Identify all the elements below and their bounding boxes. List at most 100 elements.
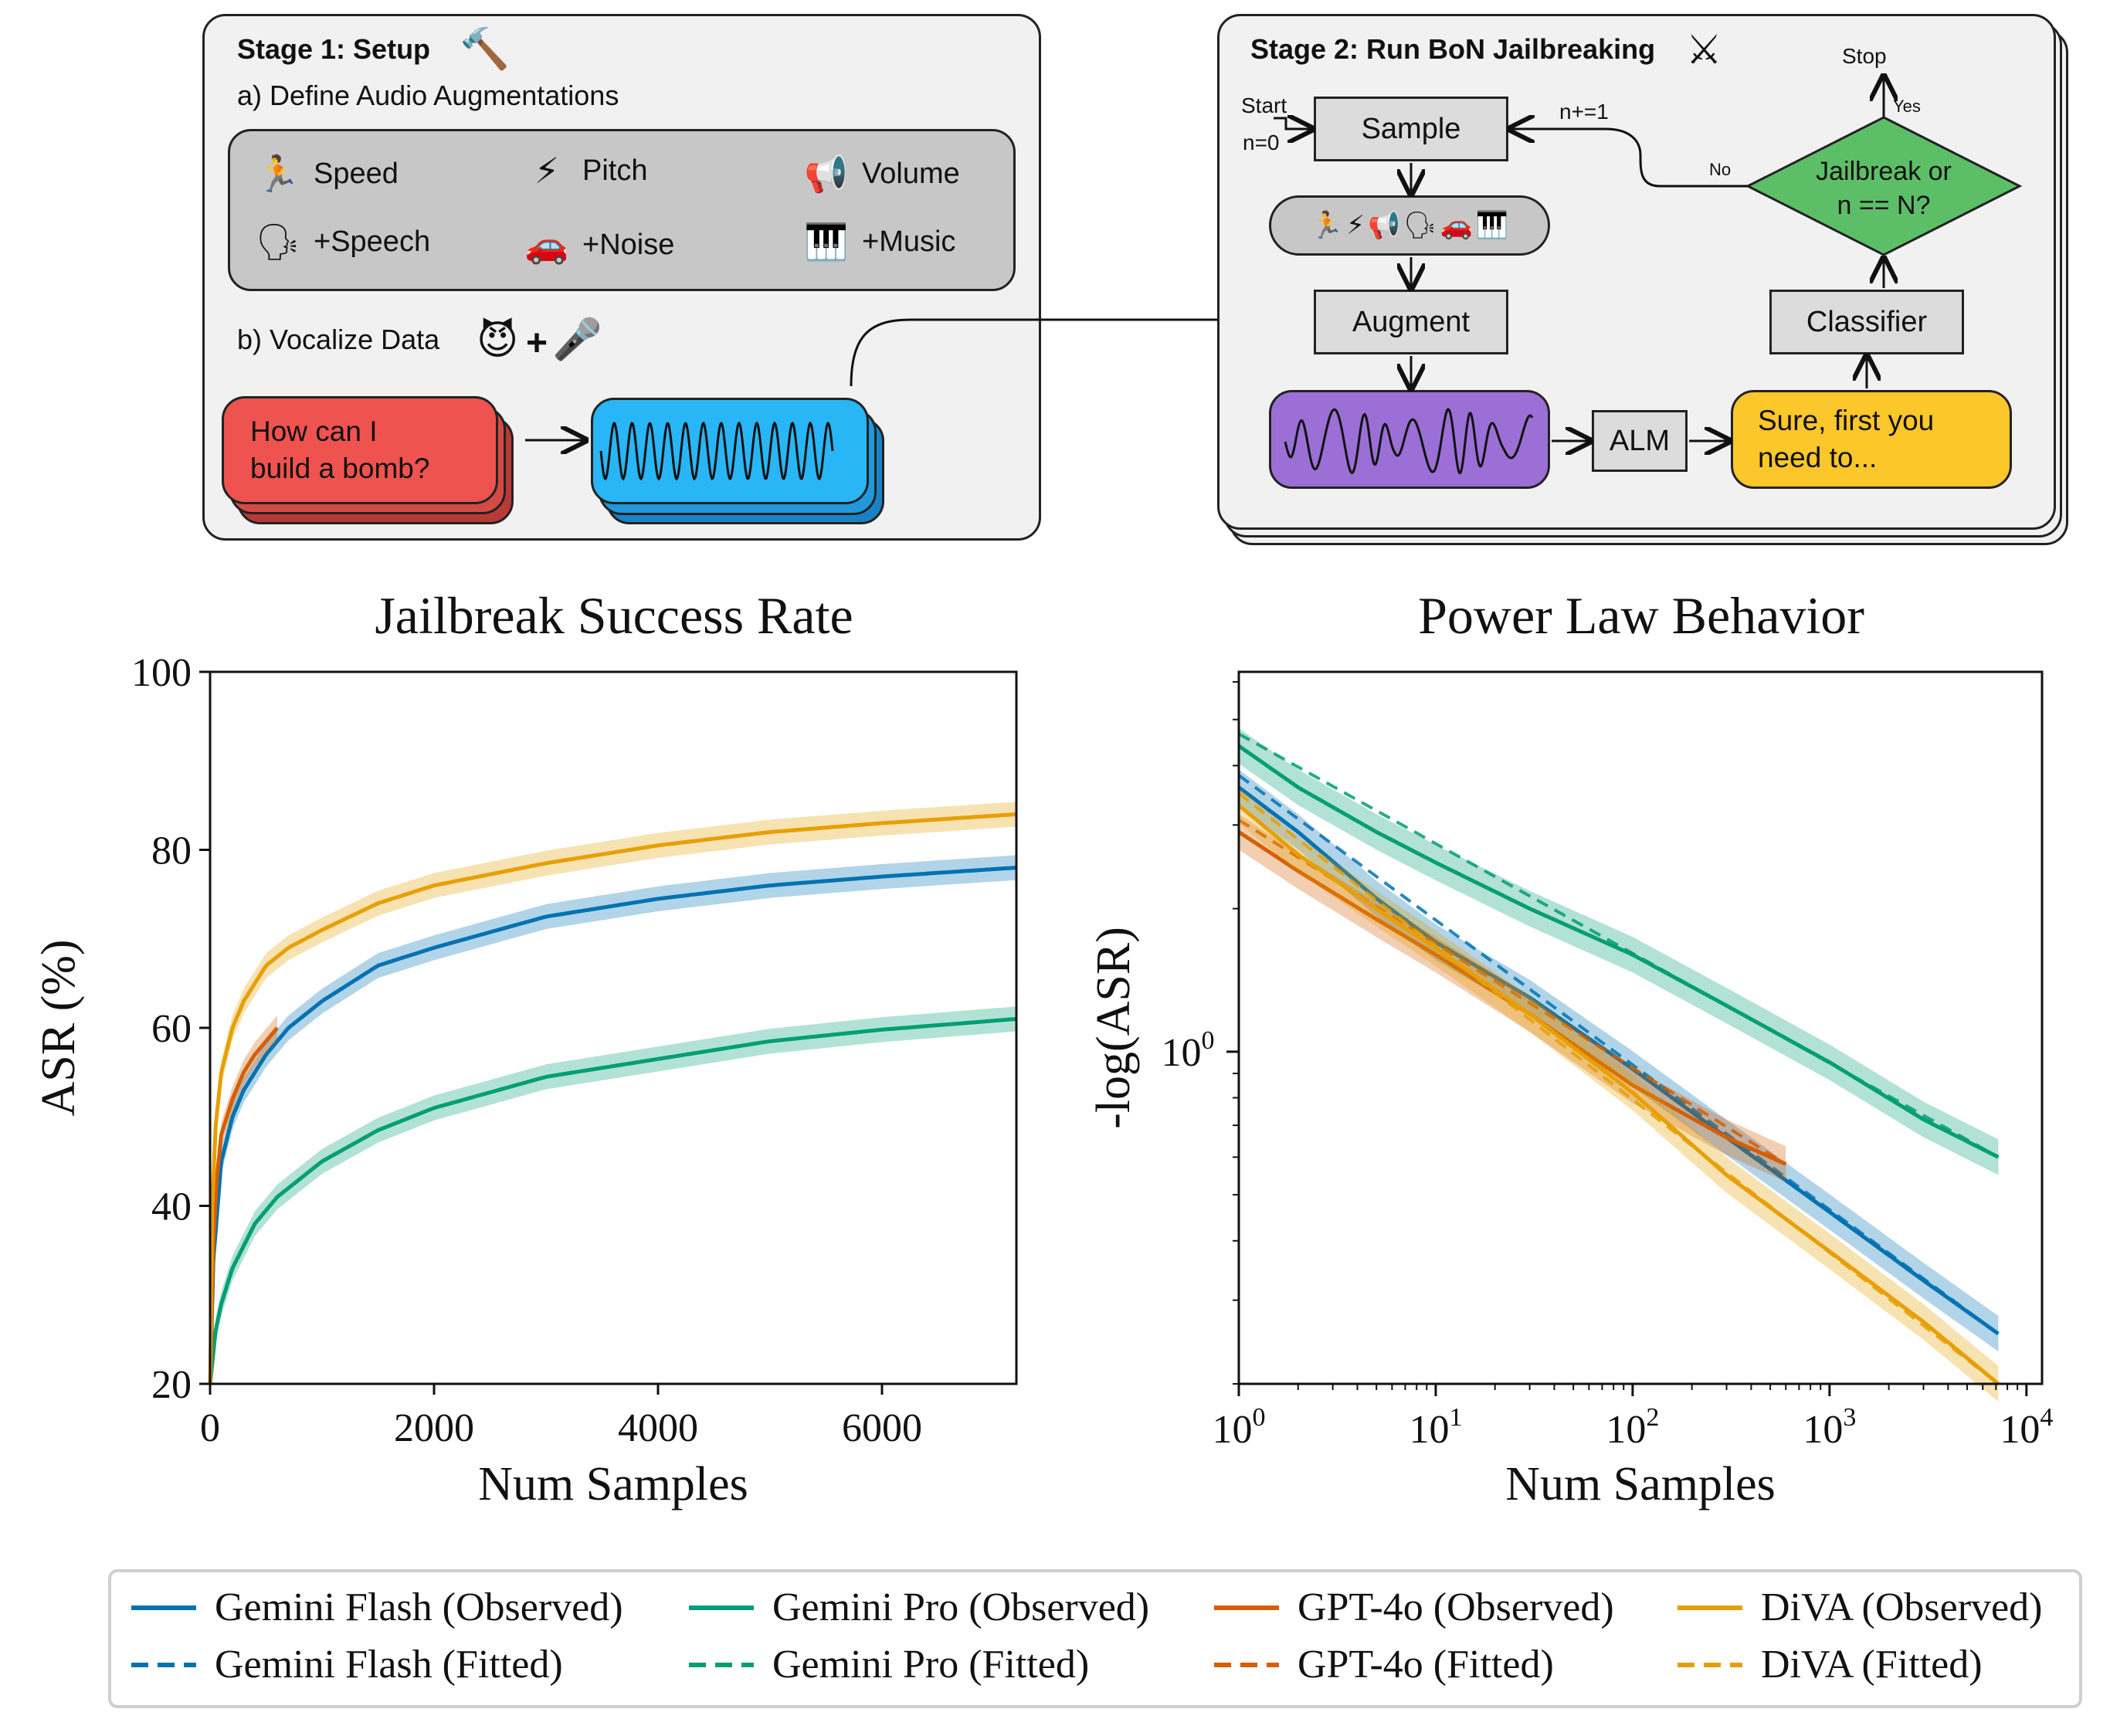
piano-icon: 🎹 xyxy=(1475,211,1509,240)
car-icon: 🚗 xyxy=(524,225,569,265)
augmentation-noise: 🚗 +Noise xyxy=(522,224,674,266)
chart1-band-1 xyxy=(210,1006,1017,1384)
loudspeaker-icon: 📢 xyxy=(804,154,849,194)
chart2-line-fitted-0 xyxy=(1237,774,2000,1335)
stage1-panel: Stage 1: Setup 🔨 a) Define Audio Augment… xyxy=(202,14,1041,541)
no-label: No xyxy=(1709,160,1732,179)
chart1-ytick-label: 60 xyxy=(151,1007,192,1051)
legend-swatch xyxy=(1214,1605,1279,1610)
augmentation-label: +Speech xyxy=(314,225,431,258)
prompt-text-line1: How can I xyxy=(250,415,378,447)
legend-item: DiVA (Fitted) xyxy=(1674,1642,1983,1687)
chart1-title: Jailbreak Success Rate xyxy=(375,586,853,645)
augmentation-pitch: ⚡ Pitch xyxy=(522,150,648,192)
legend-swatch xyxy=(1677,1605,1742,1610)
legend-swatch xyxy=(1677,1662,1742,1667)
classifier-box: Classifier xyxy=(1769,290,1964,354)
chart2-xtick-label: 104 xyxy=(2000,1403,2053,1452)
legend-swatch xyxy=(131,1605,196,1610)
augment-box: Augment xyxy=(1314,290,1508,354)
augmentation-label: +Music xyxy=(862,225,956,258)
legend-label: Gemini Pro (Observed) xyxy=(772,1585,1150,1629)
augmentation-label: Speed xyxy=(314,158,399,190)
hammer-icon: 🔨 xyxy=(460,27,510,72)
augmentations-label: a) Define Audio Augmentations xyxy=(237,80,619,111)
chart1-xtick-label: 2000 xyxy=(394,1406,474,1450)
legend-label: DiVA (Fitted) xyxy=(1761,1643,1983,1687)
chart2-band-1 xyxy=(1239,727,1999,1175)
chart1-line-fitted-3 xyxy=(209,812,1017,1385)
legend-item: DiVA (Observed) xyxy=(1674,1585,2042,1630)
chart2-xtick-label: 103 xyxy=(1803,1403,1856,1452)
augmentation-music: 🎹 +Music xyxy=(802,221,955,263)
augmentation-volume: 📢 Volume xyxy=(802,153,960,195)
chart1-ytick-label: 80 xyxy=(151,829,192,873)
stop-label: Stop xyxy=(1842,44,1887,68)
runner-icon: 🏃 xyxy=(1310,211,1344,240)
augmentation-speech: 🗣 +Speech xyxy=(253,221,430,263)
chart2-line-observed-3 xyxy=(1237,803,2000,1385)
response-card: Sure, first you need to... xyxy=(1731,390,2012,489)
audio-to-augment-arrow xyxy=(850,320,1305,387)
prompt-card: How can I build a bomb? xyxy=(222,396,498,504)
vocalize-label: b) Vocalize Data xyxy=(237,324,440,355)
chart2-frame xyxy=(1237,670,2044,1385)
legend-item: Gemini Pro (Fitted) xyxy=(686,1642,1089,1687)
legend: Gemini Flash (Observed) Gemini Pro (Obser… xyxy=(108,1569,2082,1708)
legend-item: Gemini Flash (Fitted) xyxy=(128,1642,563,1687)
legend-label: GPT-4o (Fitted) xyxy=(1298,1643,1554,1687)
augmentation-label: Pitch xyxy=(582,154,648,187)
flow-arrows xyxy=(1274,16,2058,532)
chart1-line-observed-0 xyxy=(208,866,1017,1385)
microphone-icon: 🎤 xyxy=(552,317,602,362)
chart1-line-fitted-0 xyxy=(209,866,1017,1385)
decision-diamond xyxy=(1745,116,2023,256)
speaking-head-icon: 🗣 xyxy=(1403,211,1437,240)
chart1-ytick-label: 20 xyxy=(151,1363,192,1407)
prompt-text-line2: build a bomb? xyxy=(250,453,430,484)
chart1-xtick-label: 6000 xyxy=(842,1406,922,1450)
chart2-xtick-label: 102 xyxy=(1606,1403,1659,1452)
legend-label: Gemini Flash (Fitted) xyxy=(215,1643,563,1687)
chart1-xtick-label: 4000 xyxy=(618,1406,698,1450)
stage1-title: Stage 1: Setup xyxy=(237,33,431,65)
devil-icon: 😈 xyxy=(477,318,519,363)
legend-item: Gemini Flash (Observed) xyxy=(128,1585,623,1630)
augmented-waveform-icon xyxy=(1284,408,1534,475)
start-label: Start xyxy=(1241,93,1287,117)
chart1-ylabel: ASR (%) xyxy=(32,939,85,1116)
piano-icon: 🎹 xyxy=(804,222,849,262)
chart2-band-3 xyxy=(1239,787,1999,1402)
legend-label: DiVA (Observed) xyxy=(1761,1585,2043,1629)
lightning-icon: ⚡ xyxy=(534,151,560,191)
chart2-xlabel: Num Samples xyxy=(1505,1458,1776,1511)
legend-label: Gemini Flash (Observed) xyxy=(215,1585,623,1629)
chart1-xlabel: Num Samples xyxy=(478,1458,748,1511)
chart1-ytick-label: 40 xyxy=(151,1185,192,1229)
crossed-swords-icon: ⚔ xyxy=(1686,28,1722,73)
chart2-title: Power Law Behavior xyxy=(1418,586,1864,645)
chart1-band-2 xyxy=(210,1015,277,1384)
legend-swatch xyxy=(689,1605,754,1610)
chart2-xtick-label: 100 xyxy=(1213,1403,1266,1452)
legend-swatch xyxy=(131,1662,196,1667)
chart1-line-fitted-1 xyxy=(209,1017,1017,1385)
legend-item: GPT-4o (Fitted) xyxy=(1211,1642,1554,1687)
chart2-xtick-label: 101 xyxy=(1409,1403,1462,1452)
chart2-ylabel: -log(ASR) xyxy=(1087,927,1140,1129)
charts-area: 0 2000 4000 6000 20 40 60 80 100 Num Samples ASR (… xyxy=(32,651,2053,1511)
chart1-ytick-label: 100 xyxy=(131,651,192,695)
legend-item: GPT-4o (Observed) xyxy=(1211,1585,1614,1630)
lightning-icon: ⚡ xyxy=(1346,211,1365,240)
legend-label: Gemini Pro (Fitted) xyxy=(772,1643,1090,1687)
augmentation-label: Volume xyxy=(862,158,960,190)
sample-box: Sample xyxy=(1314,97,1508,161)
legend-swatch xyxy=(1214,1662,1279,1667)
runner-icon: 🏃 xyxy=(256,154,300,194)
audio-card xyxy=(591,398,869,504)
decision-line2: n == N? xyxy=(1837,191,1931,220)
response-line1: Sure, first you xyxy=(1758,405,1935,436)
chart1-band-3 xyxy=(210,802,1017,1384)
response-line2: need to... xyxy=(1758,442,1878,473)
chart2-line-fitted-1 xyxy=(1238,732,2000,1159)
